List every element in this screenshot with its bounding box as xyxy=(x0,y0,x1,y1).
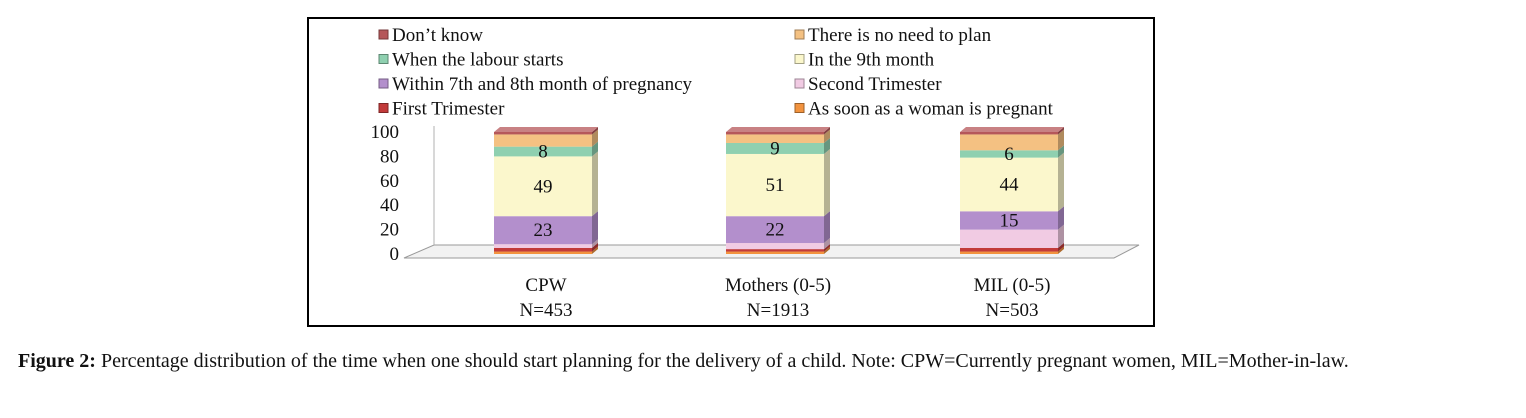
bar-segment-first_trimester xyxy=(494,247,592,252)
data-label-when_labour_starts: 8 xyxy=(538,142,548,163)
bar-side-as_soon_as_pregnant xyxy=(592,246,598,254)
bar-side-second_trimester xyxy=(824,238,830,250)
bar-top-cap xyxy=(960,127,1064,132)
bar-segment-when_labour_starts xyxy=(960,150,1058,158)
legend-swatch-seventh_eighth_month xyxy=(378,78,389,89)
legend-swatch-when_labour_starts xyxy=(378,54,389,64)
bar-segment-second_trimester xyxy=(726,243,824,250)
bar-segment-ninth_month xyxy=(494,156,592,217)
y-tick-label: 100 xyxy=(371,122,400,143)
data-label-seventh_eighth_month: 22 xyxy=(766,220,785,241)
bar-side-when_labour_starts xyxy=(824,137,830,154)
data-label-ninth_month: 44 xyxy=(1000,174,1020,195)
bar-segment-dont_know xyxy=(726,132,824,135)
legend-swatch-ninth_month xyxy=(794,54,805,64)
x-category-n-label: N=503 xyxy=(986,300,1039,321)
legend-label-second_trimester: Second Trimester xyxy=(808,74,942,95)
bar-side-when_labour_starts xyxy=(1058,145,1064,158)
y-tick-label: 0 xyxy=(390,244,400,265)
x-category-label: CPW xyxy=(525,275,566,296)
bar-side-ninth_month xyxy=(824,148,830,217)
legend-label-no_need_to_plan: There is no need to plan xyxy=(808,25,992,46)
bar-segment-as_soon_as_pregnant xyxy=(494,251,592,254)
y-tick-label: 20 xyxy=(380,220,399,241)
figure-caption: Figure 2: Percentage distribution of the… xyxy=(18,349,1508,374)
data-label-ninth_month: 49 xyxy=(534,176,553,197)
bar-segment-first_trimester xyxy=(960,247,1058,252)
legend-label-as_soon_as_pregnant: As soon as a woman is pregnant xyxy=(808,99,1054,120)
data-label-when_labour_starts: 9 xyxy=(770,138,780,159)
legend-label-first_trimester: First Trimester xyxy=(392,99,505,120)
bar-side-dont_know xyxy=(1058,127,1064,135)
bar-segment-no_need_to_plan xyxy=(726,134,824,143)
bar-segment-as_soon_as_pregnant xyxy=(726,251,824,254)
data-label-seventh_eighth_month: 23 xyxy=(534,220,553,241)
bar-top-cap xyxy=(494,127,598,132)
bar-segment-no_need_to_plan xyxy=(494,134,592,147)
data-label-seventh_eighth_month: 15 xyxy=(1000,210,1019,231)
legend-swatch-second_trimester xyxy=(794,78,805,89)
bar-side-first_trimester xyxy=(1058,242,1064,252)
bar-segment-when_labour_starts xyxy=(726,142,824,154)
bar-side-when_labour_starts xyxy=(592,141,598,157)
bar-segment-ninth_month xyxy=(726,153,824,217)
y-tick-label: 80 xyxy=(380,146,399,167)
bar-side-dont_know xyxy=(824,127,830,135)
bar-segment-second_trimester xyxy=(960,229,1058,248)
bar-side-dont_know xyxy=(592,127,598,135)
bar-segment-second_trimester xyxy=(494,244,592,248)
bar-segment-as_soon_as_pregnant xyxy=(960,251,1058,254)
bar-side-seventh_eighth_month xyxy=(1058,206,1064,230)
bar-segment-seventh_eighth_month xyxy=(494,216,592,245)
bar-segment-ninth_month xyxy=(960,157,1058,212)
bar-segment-first_trimester xyxy=(726,249,824,252)
figure-caption-text: Percentage distribution of the time when… xyxy=(95,350,1349,372)
legend-label-dont_know: Don’t know xyxy=(392,25,483,46)
bar-side-first_trimester xyxy=(592,242,598,252)
y-tick-label: 40 xyxy=(380,195,399,216)
bar-side-first_trimester xyxy=(824,244,830,252)
legend-label-seventh_eighth_month: Within 7th and 8th month of pregnancy xyxy=(392,74,693,95)
bar-side-as_soon_as_pregnant xyxy=(824,246,830,254)
bar-side-as_soon_as_pregnant xyxy=(1058,246,1064,254)
bar-side-seventh_eighth_month xyxy=(592,211,598,245)
stacked-bar-chart: Don’t know There is no need to plan When t… xyxy=(371,25,1140,321)
bar-side-second_trimester xyxy=(592,239,598,248)
bar-segment-no_need_to_plan xyxy=(960,134,1058,151)
bar-segment-seventh_eighth_month xyxy=(960,211,1058,230)
bar-segment-dont_know xyxy=(494,132,592,135)
legend-swatch-first_trimester xyxy=(378,103,389,113)
bar-side-no_need_to_plan xyxy=(592,129,598,147)
legend-swatch-as_soon_as_pregnant xyxy=(794,103,805,113)
chart-frame: Don’t know There is no need to plan When t… xyxy=(307,17,1155,327)
bar-side-no_need_to_plan xyxy=(824,129,830,143)
x-category-n-label: N=453 xyxy=(520,300,573,321)
legend-label-ninth_month: In the 9th month xyxy=(808,50,935,71)
data-label-ninth_month: 51 xyxy=(766,175,785,196)
bar-side-ninth_month xyxy=(1058,152,1064,212)
bar-side-no_need_to_plan xyxy=(1058,129,1064,151)
legend-label-when_labour_starts: When the labour starts xyxy=(392,50,563,71)
legend-swatch-dont_know xyxy=(378,29,389,40)
y-tick-label: 60 xyxy=(380,171,399,192)
bar-side-seventh_eighth_month xyxy=(824,211,830,244)
bar-top-cap xyxy=(726,127,830,132)
bar-segment-when_labour_starts xyxy=(494,146,592,157)
legend-swatch-no_need_to_plan xyxy=(794,29,805,40)
bar-side-ninth_month xyxy=(592,151,598,217)
data-label-when_labour_starts: 6 xyxy=(1004,144,1014,165)
x-category-label: Mothers (0-5) xyxy=(725,275,831,296)
x-category-label: MIL (0-5) xyxy=(974,275,1051,296)
x-category-n-label: N=1913 xyxy=(747,300,809,321)
bar-segment-dont_know xyxy=(960,132,1058,135)
figure-label: Figure 2: xyxy=(18,350,96,372)
bar-segment-seventh_eighth_month xyxy=(726,216,824,244)
bar-side-second_trimester xyxy=(1058,224,1064,248)
